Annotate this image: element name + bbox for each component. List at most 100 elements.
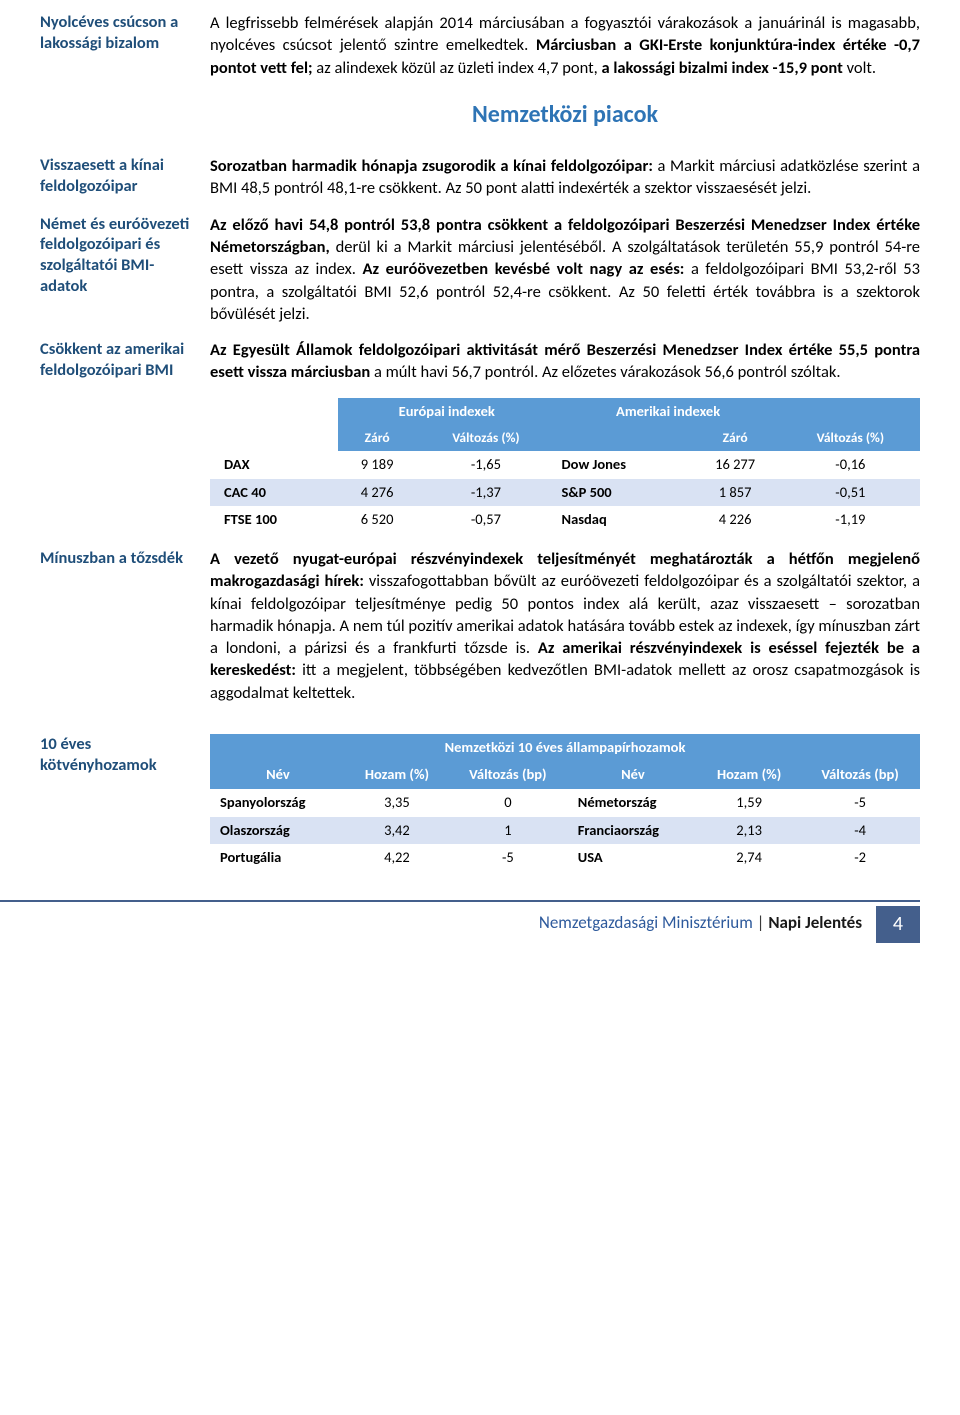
subhead-close: Záró (690, 425, 781, 451)
text-plain: az alindexek közül az üzleti index 4,7 p… (313, 58, 602, 78)
head-name: Név (568, 761, 698, 789)
yield-value: 1,59 (698, 789, 800, 817)
bonds-row: 10 éves kötvényhozamok Nemzetközi 10 éve… (40, 734, 920, 872)
us-change: -0,51 (781, 479, 920, 507)
head-name: Név (210, 761, 346, 789)
section-china: Visszaesett a kínai feldolgozóipar Soroz… (40, 155, 920, 200)
table-row: CAC 404 276-1,37S&P 5001 857-0,51 (210, 479, 920, 507)
section-us-bmi: Csökkent az amerikai feldolgozóipari BMI… (40, 339, 920, 384)
table-header-row: Név Hozam (%) Változás (bp) Név Hozam (%… (210, 761, 920, 789)
country-name: Spanyolország (210, 789, 346, 817)
country-name: Németország (568, 789, 698, 817)
spacer-cell (210, 398, 338, 426)
footer-ministry: Nemzetgazdasági Minisztérium (539, 912, 753, 933)
eu-name: FTSE 100 (210, 506, 338, 534)
change-value: 1 (448, 817, 568, 845)
body-text: Az Egyesült Államok feldolgozóipari akti… (210, 339, 920, 384)
yield-value: 4,22 (346, 844, 448, 872)
table-title-row: Nemzetközi 10 éves állampapírhozamok (210, 734, 920, 762)
body-text: A vezető nyugat-európai részvényindexek … (210, 548, 920, 704)
yield-value: 3,42 (346, 817, 448, 845)
text-plain: volt. (843, 58, 876, 78)
table-row: Spanyolország3,350Németország1,59-5 (210, 789, 920, 817)
footer-report: Napi Jelentés (768, 912, 862, 933)
header-us: Amerikai indexek (556, 398, 781, 426)
indexes-table-row: Európai indexek Amerikai indexek Záró Vá… (40, 398, 920, 534)
eu-close: 6 520 (338, 506, 416, 534)
text-bold: Sorozatban harmadik hónapja zsugorodik a… (210, 156, 653, 176)
us-name: Nasdaq (556, 506, 690, 534)
bonds-table-wrap: Nemzetközi 10 éves állampapírhozamok Név… (210, 734, 920, 872)
country-name: USA (568, 844, 698, 872)
footer-row: Nemzetgazdasági Minisztérium | Napi Jele… (0, 906, 920, 943)
text-plain: itt a megjelent, többségében kedvezőtlen… (210, 660, 920, 702)
eu-change: -1,37 (416, 479, 555, 507)
head-yield: Hozam (%) (698, 761, 800, 789)
change-value: -5 (800, 789, 920, 817)
text-bold: a lakossági bizalmi index -15,9 pont (601, 58, 842, 78)
section-title: Nemzetközi piacok (210, 99, 920, 131)
sidebar-empty (40, 93, 210, 141)
change-value: -2 (800, 844, 920, 872)
sidebar-empty (40, 398, 210, 534)
indexes-table: Európai indexek Amerikai indexek Záró Vá… (210, 398, 920, 534)
body-text: A legfrissebb felmérések alapján 2014 má… (210, 12, 920, 79)
spacer-cell (781, 398, 920, 426)
subhead-change: Változás (%) (416, 425, 555, 451)
bonds-title: Nemzetközi 10 éves állampapírhozamok (210, 734, 920, 762)
eu-change: -1,65 (416, 451, 555, 479)
footer-sep: | (753, 912, 769, 933)
subhead-change: Változás (%) (781, 425, 920, 451)
sidebar-label: Csökkent az amerikai feldolgozóipari BMI (40, 339, 210, 384)
sidebar-label: 10 éves kötvényhozamok (40, 734, 210, 872)
head-change: Változás (bp) (448, 761, 568, 789)
table-row: FTSE 1006 520-0,57Nasdaq4 226-1,19 (210, 506, 920, 534)
us-close: 4 226 (690, 506, 781, 534)
table-header-row: Európai indexek Amerikai indexek (210, 398, 920, 426)
table-row: DAX9 189-1,65Dow Jones16 277-0,16 (210, 451, 920, 479)
table-row: Olaszország3,421Franciaország2,13-4 (210, 817, 920, 845)
page-footer: Nemzetgazdasági Minisztérium | Napi Jele… (0, 900, 960, 943)
subhead-close: Záró (338, 425, 416, 451)
table-subheader-row: Záró Változás (%) Záró Változás (%) (210, 425, 920, 451)
country-name: Olaszország (210, 817, 346, 845)
bonds-table: Nemzetközi 10 éves állampapírhozamok Név… (210, 734, 920, 872)
us-close: 16 277 (690, 451, 781, 479)
section-title-wrap: Nemzetközi piacok (210, 93, 920, 141)
spacer-cell (556, 425, 690, 451)
change-value: -4 (800, 817, 920, 845)
header-eu: Európai indexek (338, 398, 556, 426)
eu-change: -0,57 (416, 506, 555, 534)
change-value: 0 (448, 789, 568, 817)
body-text: Az előző havi 54,8 pontról 53,8 pontra c… (210, 214, 920, 325)
body-text: Sorozatban harmadik hónapja zsugorodik a… (210, 155, 920, 200)
sidebar-label: Nyolcéves csúcson a lakossági bizalom (40, 12, 210, 79)
yield-value: 2,13 (698, 817, 800, 845)
indexes-table-wrap: Európai indexek Amerikai indexek Záró Vá… (210, 398, 920, 534)
eu-close: 9 189 (338, 451, 416, 479)
us-change: -0,16 (781, 451, 920, 479)
section-minusz: Mínuszban a tőzsdék A vezető nyugat-euró… (40, 548, 920, 704)
us-name: Dow Jones (556, 451, 690, 479)
country-name: Franciaország (568, 817, 698, 845)
text-bold: Az euróövezetben kevésbé volt nagy az es… (363, 259, 685, 279)
eu-name: CAC 40 (210, 479, 338, 507)
head-yield: Hozam (%) (346, 761, 448, 789)
footer-rule (0, 900, 920, 902)
eu-close: 4 276 (338, 479, 416, 507)
sidebar-label: Mínuszban a tőzsdék (40, 548, 210, 704)
sidebar-label: Visszaesett a kínai feldolgozóipar (40, 155, 210, 200)
yield-value: 2,74 (698, 844, 800, 872)
footer-page-number: 4 (876, 906, 920, 943)
table-row: Portugália4,22-5USA2,74-2 (210, 844, 920, 872)
sidebar-label: Német és euróövezeti feldolgozóipari és … (40, 214, 210, 325)
yield-value: 3,35 (346, 789, 448, 817)
section-title-row: Nemzetközi piacok (40, 93, 920, 141)
head-change: Változás (bp) (800, 761, 920, 789)
section-de-eu: Német és euróövezeti feldolgozóipari és … (40, 214, 920, 325)
eu-name: DAX (210, 451, 338, 479)
section-intro: Nyolcéves csúcson a lakossági bizalom A … (40, 12, 920, 79)
us-name: S&P 500 (556, 479, 690, 507)
us-close: 1 857 (690, 479, 781, 507)
country-name: Portugália (210, 844, 346, 872)
